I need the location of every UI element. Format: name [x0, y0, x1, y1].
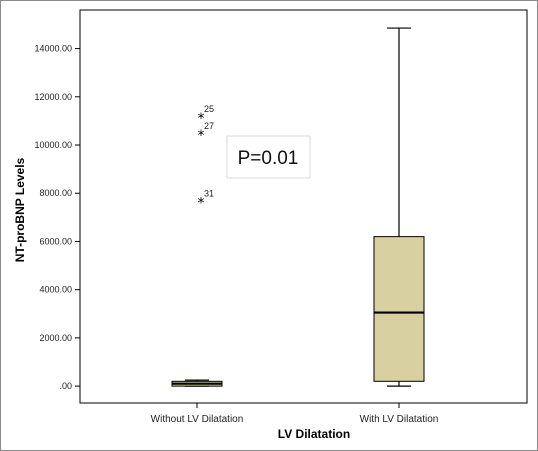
x-axis: Without LV Dilatation With LV Dilatation [151, 403, 439, 425]
outlier-label: 25 [204, 104, 214, 114]
box-iqr [373, 236, 425, 382]
y-tick-label: 14000.00 [34, 44, 72, 54]
outlier-label: 27 [204, 121, 214, 131]
plot-area [79, 9, 528, 404]
y-tick-label: 6000.00 [39, 236, 72, 246]
y-tick-label: 10000.00 [34, 140, 72, 150]
outlier-marker: * [198, 111, 205, 127]
y-tick-label: 12000.00 [34, 92, 72, 102]
y-tick-label: 2000.00 [39, 333, 72, 343]
y-tick-label: 8000.00 [39, 188, 72, 198]
outlier-marker: * [198, 128, 205, 144]
y-axis-title: NT-proBNP Levels [13, 157, 27, 262]
annotation-box [226, 135, 311, 179]
y-tick-label: .00 [59, 381, 72, 391]
boxes-layer [171, 27, 425, 387]
x-tick-label: With LV Dilatation [360, 414, 439, 425]
outlier-marker: * [198, 195, 205, 211]
p-value-annotation: P=0.01 [238, 148, 299, 169]
y-tick-label: 4000.00 [39, 285, 72, 295]
outliers-layer: *25*27*31 [198, 104, 215, 211]
outlier-label: 31 [204, 188, 214, 198]
y-axis: .00 2000.00 4000.00 6000.00 8000.00 10000.00 1… [34, 44, 80, 391]
x-tick-label: Without LV Dilatation [151, 414, 244, 425]
x-axis-title: LV Dilatation [278, 427, 350, 441]
